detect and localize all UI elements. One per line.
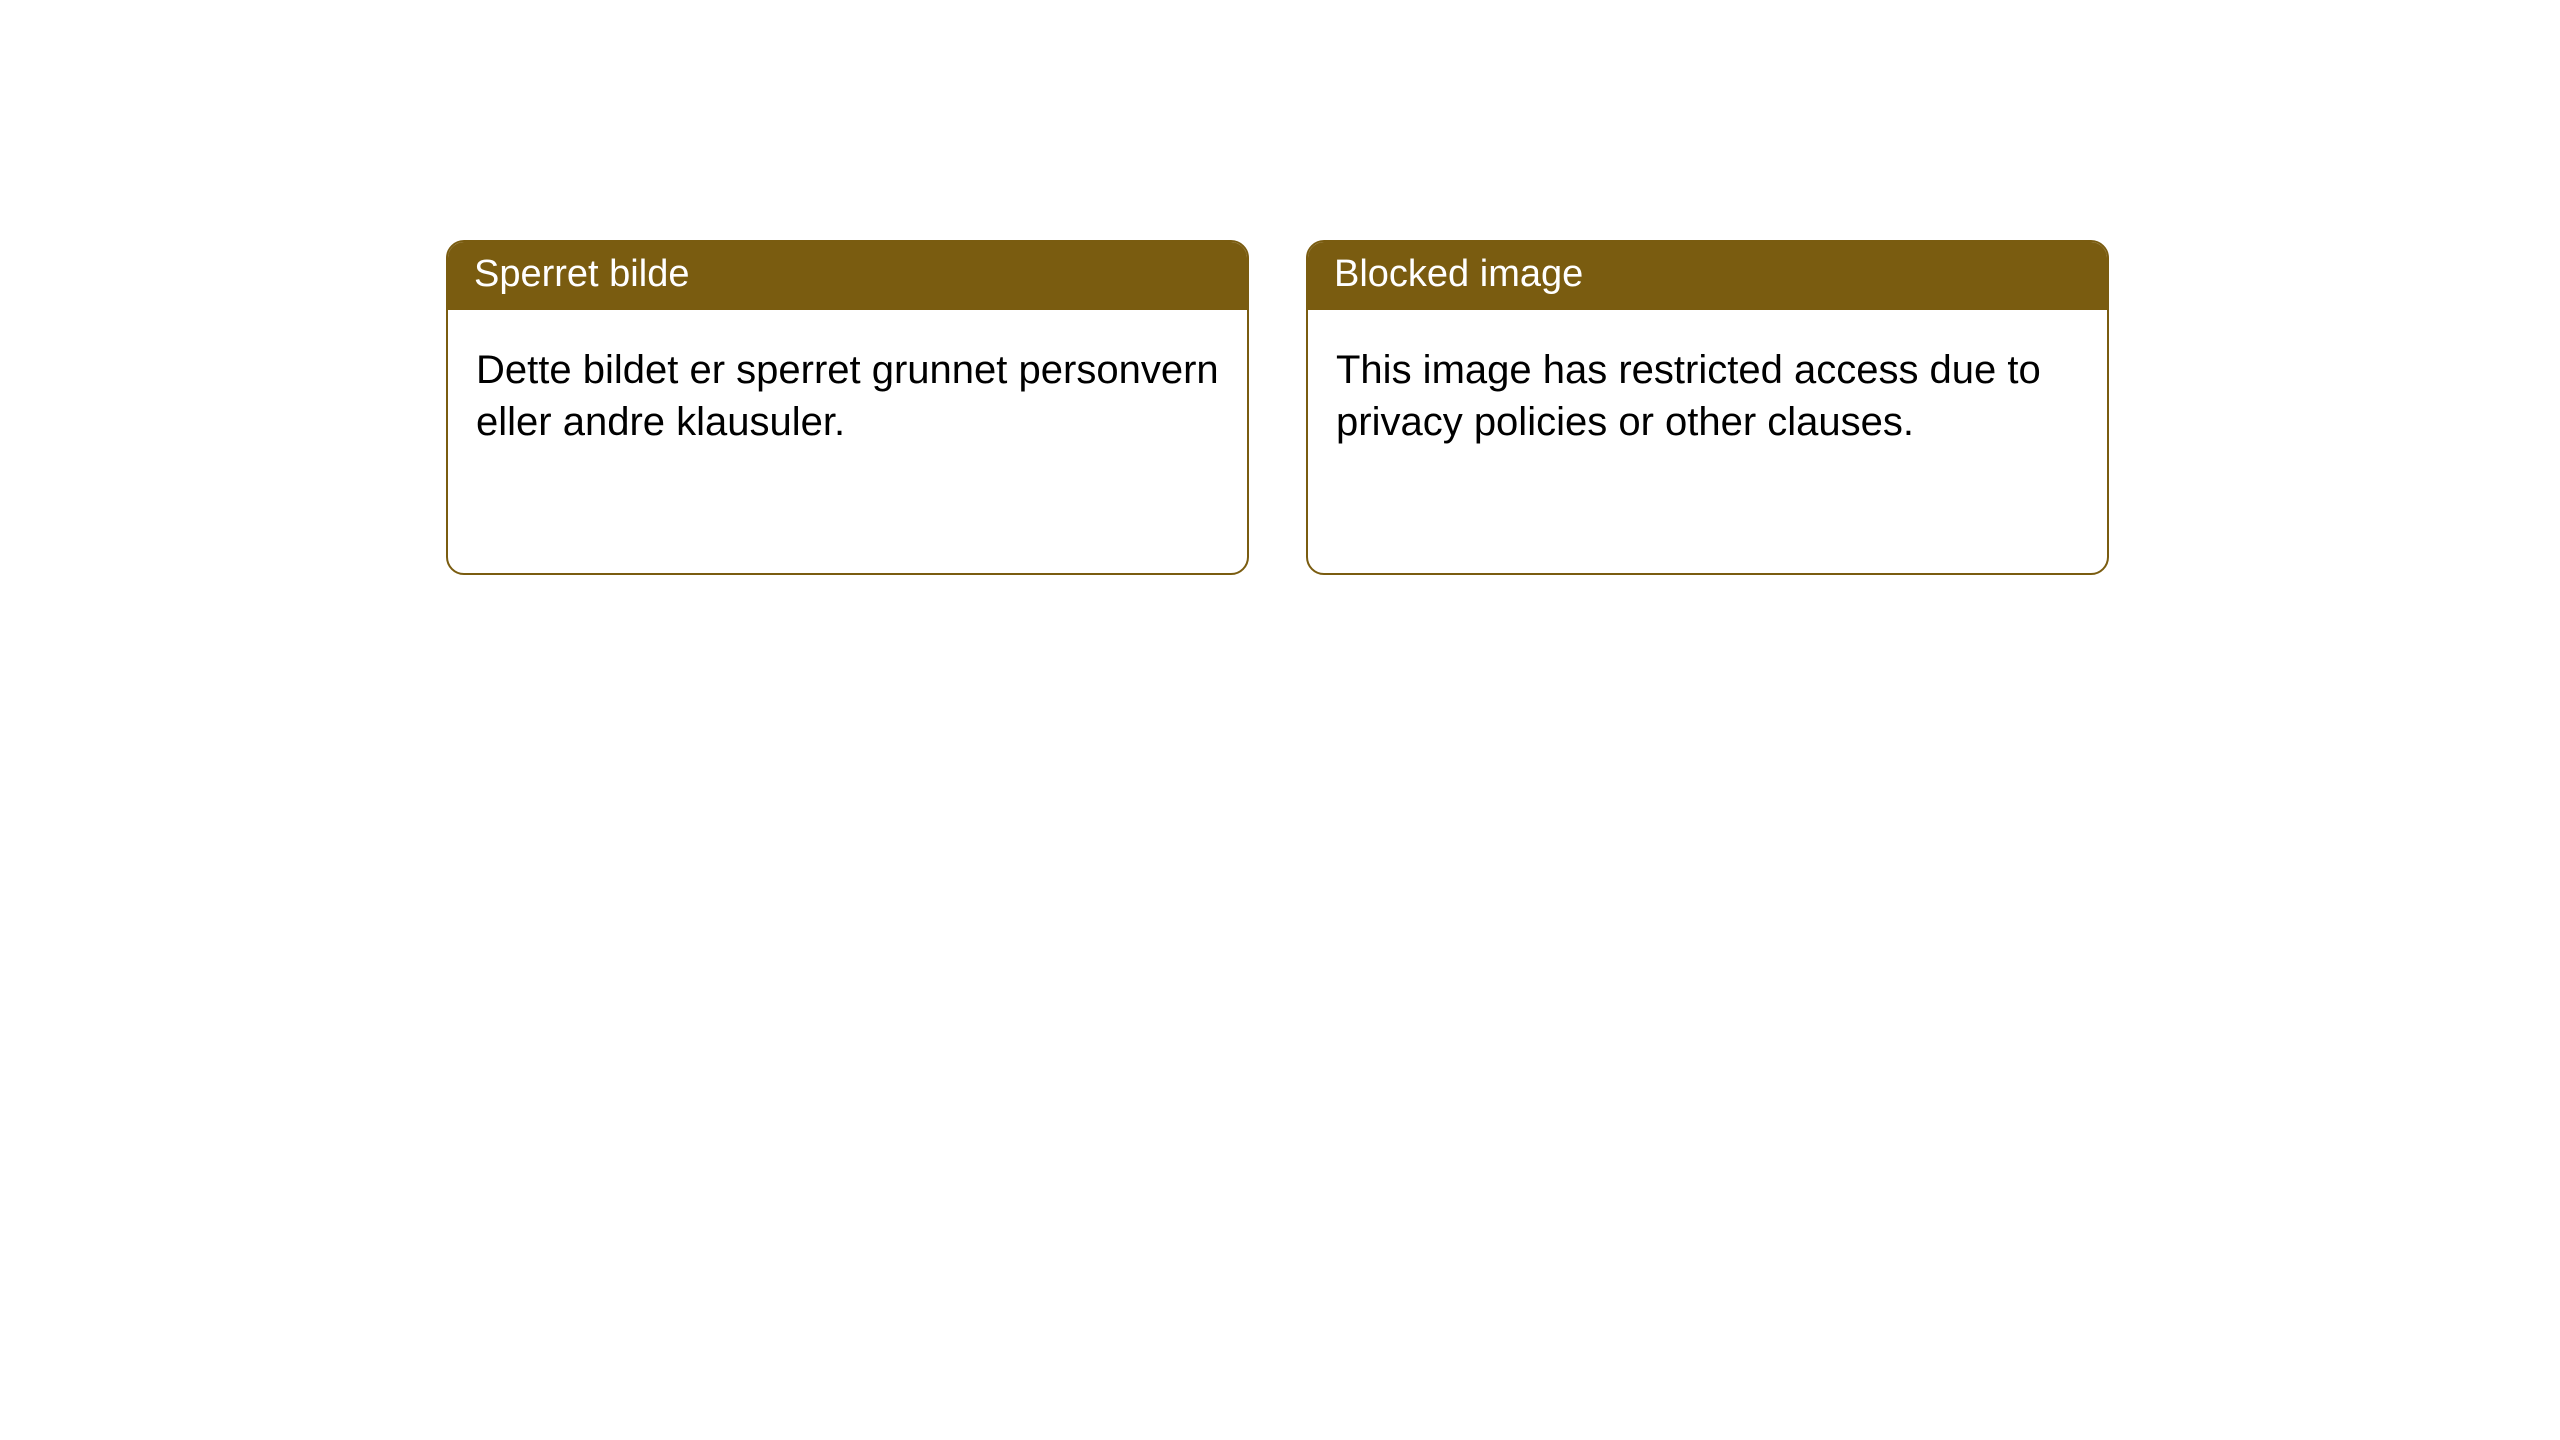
notice-header-english: Blocked image: [1308, 242, 2107, 310]
notice-body-norwegian: Dette bildet er sperret grunnet personve…: [448, 310, 1247, 482]
notice-card-norwegian: Sperret bilde Dette bildet er sperret gr…: [446, 240, 1249, 575]
notice-cards-container: Sperret bilde Dette bildet er sperret gr…: [446, 240, 2560, 575]
notice-card-english: Blocked image This image has restricted …: [1306, 240, 2109, 575]
notice-body-english: This image has restricted access due to …: [1308, 310, 2107, 482]
notice-header-norwegian: Sperret bilde: [448, 242, 1247, 310]
